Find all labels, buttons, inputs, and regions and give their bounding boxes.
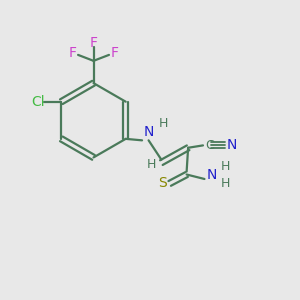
- Text: F: F: [111, 46, 119, 60]
- Text: F: F: [89, 36, 98, 50]
- Text: C: C: [205, 139, 214, 152]
- Text: H: H: [220, 177, 230, 190]
- Text: H: H: [220, 160, 230, 173]
- Text: N: N: [226, 138, 237, 152]
- Text: F: F: [68, 46, 76, 60]
- Text: H: H: [146, 158, 156, 171]
- Text: N: N: [143, 125, 154, 139]
- Text: S: S: [158, 176, 167, 190]
- Text: Cl: Cl: [31, 95, 44, 109]
- Text: N: N: [207, 167, 217, 182]
- Text: H: H: [159, 118, 168, 130]
